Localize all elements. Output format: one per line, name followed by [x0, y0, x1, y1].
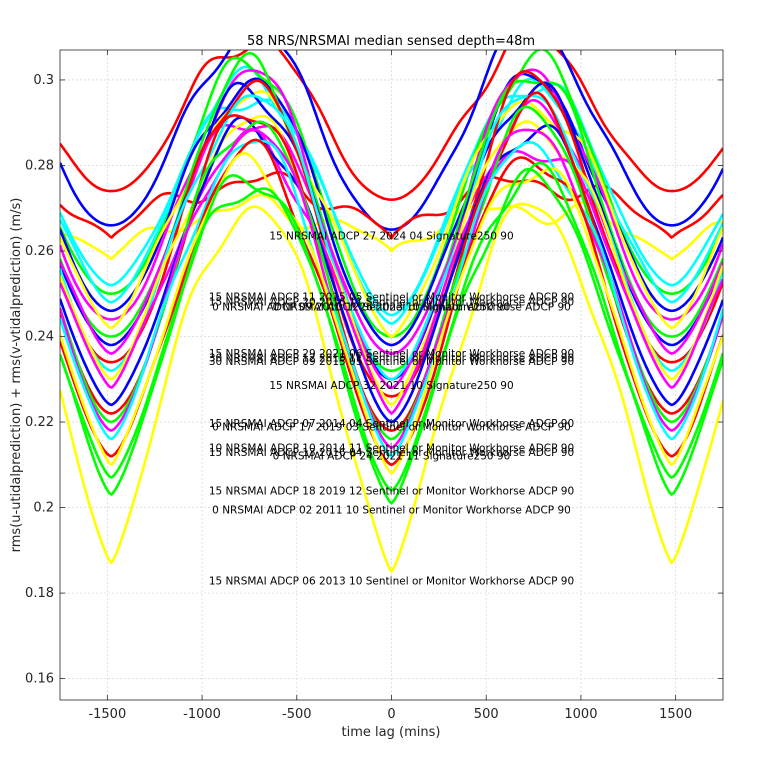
- series-line: [60, 90, 723, 338]
- x-tick-label: -1000: [183, 707, 221, 722]
- y-tick-label: 0.18: [25, 586, 54, 601]
- series-annotation: 0 NRSMAI ADCP 26 2023 10 Signature250 90: [273, 302, 511, 314]
- series-line: [60, 168, 723, 505]
- series-annotation: 15 NRSMAI ADCP 06 2013 10 Sentinel or Mo…: [209, 575, 574, 587]
- y-axis-label: rms(u-utidalprediction) + rms(v-vtidalpr…: [9, 198, 24, 553]
- y-tick-label: 0.28: [25, 158, 54, 173]
- series-annotation: 10 NRSMAI ADCP 10 2014 11 Sentinel or Mo…: [209, 443, 574, 455]
- series-annotation: 15 NRSMAI ADCP 27 2024 04 Signature250 9…: [269, 231, 513, 243]
- series-annotation: 0 NRSMAI ADCP 24 2021 11 Signature250 90: [273, 450, 511, 462]
- series-annotation: 15 NRSMAI ADCP 13 2016 04 Sentinel or Mo…: [209, 447, 574, 459]
- series-annotation: 15 NRSMAI ADCP 18 2019 12 Sentinel or Mo…: [209, 485, 574, 497]
- y-tick-label: 0.2: [33, 501, 54, 516]
- series-line: [60, 193, 723, 261]
- series-line: [60, 202, 723, 573]
- series-line: [60, 152, 723, 475]
- series-annotation: 15 NRSMAI ADCP 11 2015 05 Sentinel or Mo…: [209, 291, 574, 303]
- series-annotation: 30 NRSMAI ADCP 12 2015 11 Sentinel or Mo…: [209, 352, 574, 364]
- series-line: [60, 114, 723, 407]
- series-layer: [60, 50, 723, 573]
- series-annotation: 15 NRSMAI ADCP 20 2016 11 Sentinel or Mo…: [209, 296, 574, 308]
- series-annotation: 15 NRSMAI ADCP 32 2021 10 Signature250 9…: [269, 380, 513, 392]
- x-tick-label: 1000: [564, 707, 597, 722]
- series-line: [60, 65, 723, 317]
- x-tick-label: 500: [474, 707, 499, 722]
- x-tick-label: -1500: [88, 707, 126, 722]
- annotation-layer: 15 NRSMAI ADCP 27 2024 04 Signature250 9…: [209, 231, 574, 588]
- y-tick-label: 0.16: [25, 672, 54, 687]
- series-line: [60, 139, 723, 458]
- series-annotation: 30 NRSMAI ADCP 09 2015 05 Sentinel or Mo…: [209, 356, 574, 368]
- series-line: [60, 116, 723, 424]
- chart-title: 58 NRS/NRSMAI median sensed depth=48m: [247, 34, 535, 49]
- y-tick-label: 0.24: [25, 330, 54, 345]
- series-annotation: 15 NRSMAI ADCP 07 2014 04 Sentinel or Mo…: [209, 418, 574, 430]
- series-line: [60, 171, 723, 240]
- series-annotation: 0 NRSMAI ADCP 09 2010 12 Sentinel or Mon…: [212, 302, 571, 314]
- y-tick-label: 0.26: [25, 244, 54, 259]
- series-annotation: 15 NRSMAI ADCP 29 2021 06 Sentinel or Mo…: [209, 348, 574, 360]
- series-line: [60, 129, 723, 415]
- y-tick-label: 0.22: [25, 415, 54, 430]
- series-annotation: 0 NRSMAI ADCP 02 2011 10 Sentinel or Mon…: [212, 505, 571, 517]
- y-tick-label: 0.3: [33, 73, 54, 88]
- x-tick-label: 0: [387, 707, 395, 722]
- x-axis: -1500 -1000 -500 0 500 1000 1500: [88, 50, 692, 722]
- series-annotation: 0 NRSMAI ADCP 17 2019 03 Sentinel or Mon…: [212, 421, 571, 433]
- x-axis-label: time lag (mins): [342, 725, 441, 740]
- series-line: [60, 50, 723, 201]
- y-axis: 0.16 0.18 0.2 0.22 0.24 0.26 0.28 0.3: [25, 73, 723, 687]
- series-line: [60, 161, 723, 492]
- plot-area: 15 NRSMAI ADCP 27 2024 04 Signature250 9…: [25, 49, 724, 722]
- x-tick-label: 1500: [659, 707, 692, 722]
- x-tick-label: -500: [282, 707, 312, 722]
- series-line: [60, 50, 723, 231]
